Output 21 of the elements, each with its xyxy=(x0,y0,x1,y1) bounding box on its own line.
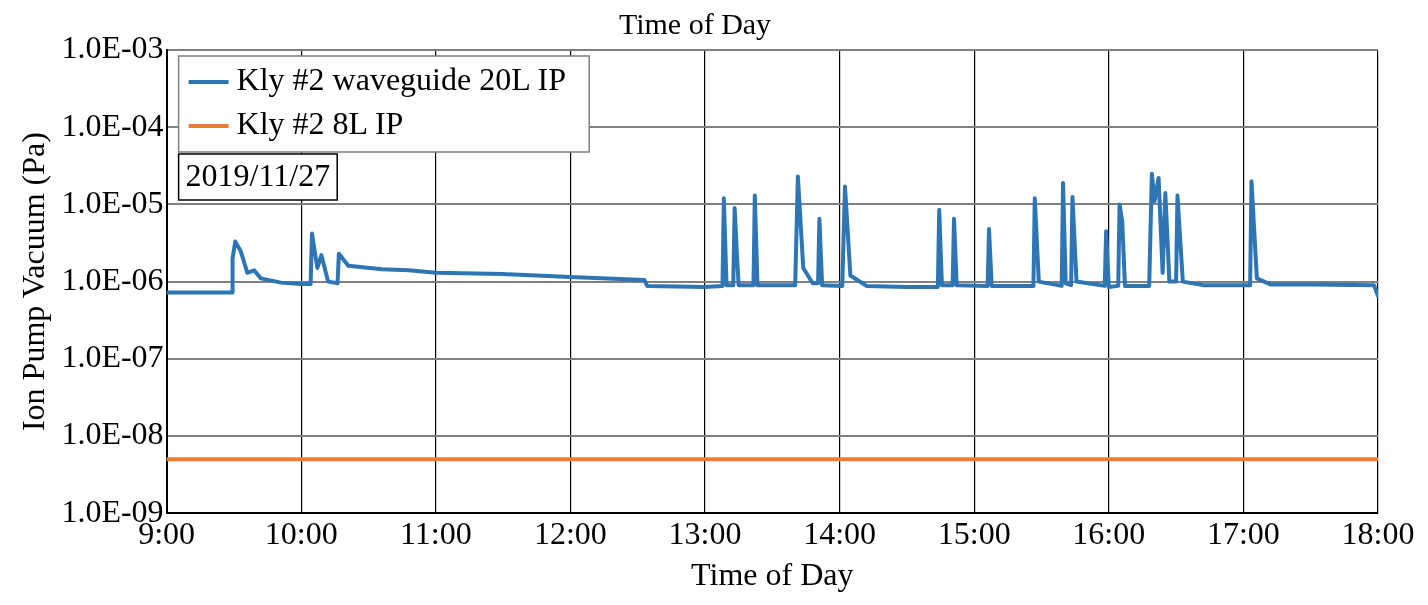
x-axis-title: Time of Day xyxy=(691,556,854,593)
x-tick-label: 18:00 xyxy=(1341,514,1415,551)
chart-title: Time of Day xyxy=(618,6,772,40)
annotation: 2019/11/27 xyxy=(185,157,331,194)
legend-label: Kly #2 waveguide 20L IP xyxy=(236,61,567,98)
x-tick-label: 15:00 xyxy=(937,514,1011,551)
x-tick-label: 13:00 xyxy=(668,514,742,551)
x-tick-label: 12:00 xyxy=(533,514,607,551)
y-tick-label: 1.0E-08 xyxy=(61,415,164,452)
y-axis-title: Ion Pump Vacuum (Pa) xyxy=(14,132,51,432)
y-tick-label: 1.0E-07 xyxy=(61,338,164,375)
y-tick-label: 1.0E-05 xyxy=(61,183,164,220)
y-tick-label: 1.0E-06 xyxy=(61,261,164,298)
x-tick-label: 16:00 xyxy=(1072,514,1146,551)
x-tick-label: 11:00 xyxy=(399,514,472,551)
x-tick-label: 10:00 xyxy=(264,514,338,551)
legend-label: Kly #2 8L IP xyxy=(236,105,404,142)
x-tick-label: 14:00 xyxy=(803,514,877,551)
y-tick-label: 1.0E-03 xyxy=(61,29,164,66)
x-tick-label: 17:00 xyxy=(1206,514,1280,551)
y-tick-label: 1.0E-04 xyxy=(61,106,164,143)
